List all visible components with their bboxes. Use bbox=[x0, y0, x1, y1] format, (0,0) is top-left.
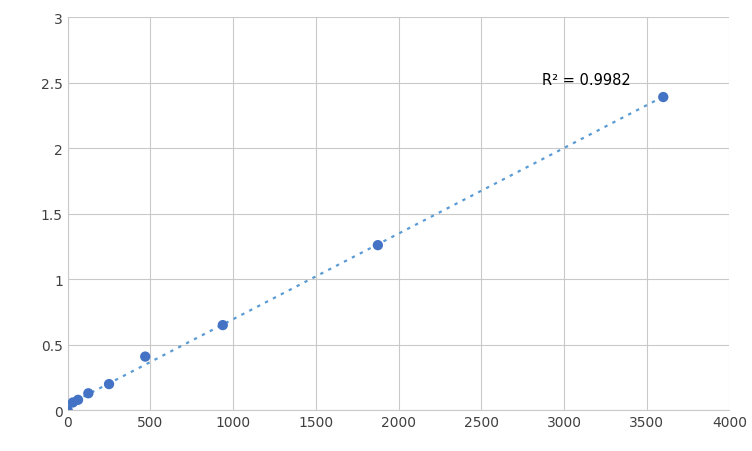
Point bbox=[139, 353, 151, 360]
Text: R² = 0.9982: R² = 0.9982 bbox=[542, 74, 631, 88]
Point bbox=[657, 94, 669, 101]
Point bbox=[371, 242, 384, 249]
Point bbox=[103, 381, 115, 388]
Point bbox=[62, 407, 74, 414]
Point bbox=[82, 390, 94, 397]
Point bbox=[67, 399, 79, 406]
Point bbox=[217, 322, 229, 329]
Point bbox=[72, 396, 84, 404]
